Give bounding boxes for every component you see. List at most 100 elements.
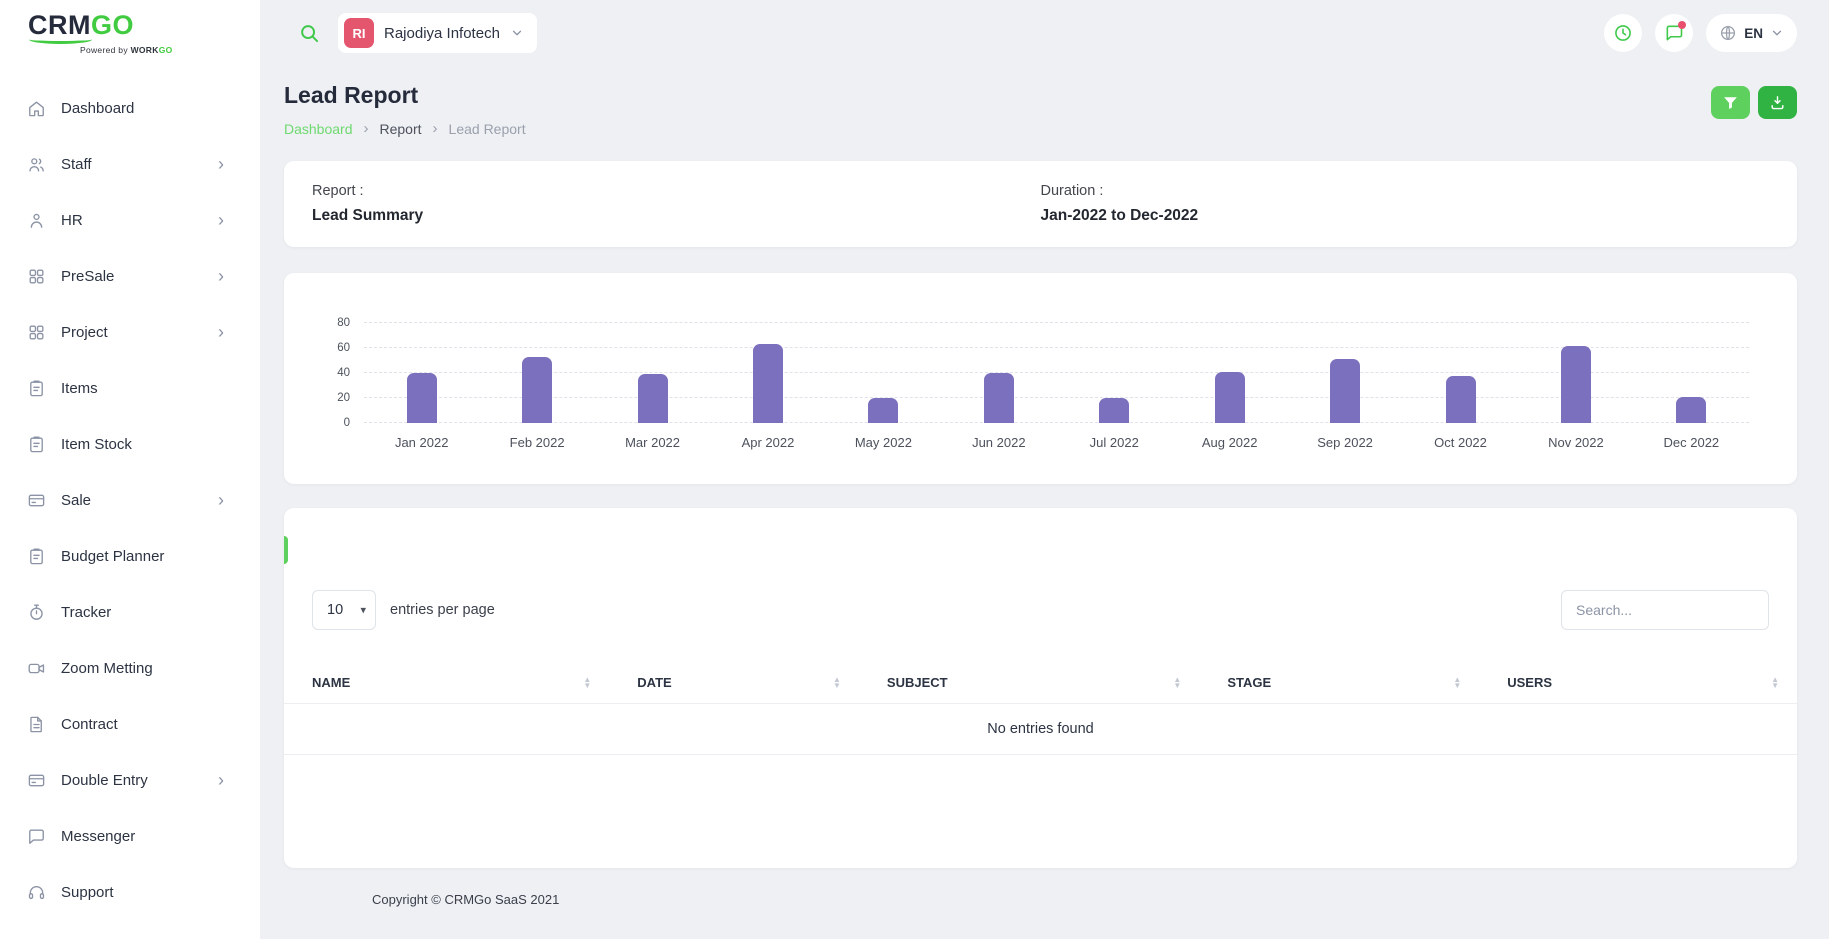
chart-bar-nov-2022[interactable] — [1560, 345, 1591, 423]
breadcrumb-item-dashboard[interactable]: Dashboard — [284, 120, 353, 137]
breadcrumb: Dashboard › Report › Lead Report — [284, 120, 526, 137]
sidebar-item-label: Contract — [61, 715, 118, 733]
chevron-right-icon: › — [218, 490, 224, 510]
main-area: RI Rajodiya Infotech — [260, 0, 1829, 939]
chart-bar-may-2022[interactable] — [868, 398, 899, 423]
notifications-button[interactable] — [1655, 14, 1694, 52]
sidebar-item-sale[interactable]: Sale › — [0, 472, 260, 528]
sidebar-item-tracker[interactable]: Tracker — [0, 584, 260, 640]
chart-bars — [364, 323, 1749, 423]
sidebar-item-dashboard[interactable]: Dashboard — [0, 80, 260, 136]
chat-icon — [27, 827, 46, 846]
grid-icon — [27, 267, 46, 286]
column-header-subject[interactable]: SUBJECT ▲ ▼ — [858, 662, 1200, 704]
download-button[interactable] — [1758, 86, 1797, 119]
sidebar-item-messenger[interactable]: Messenger — [0, 808, 260, 864]
sidebar-item-item-stock[interactable]: Item Stock — [0, 416, 260, 472]
language-label: EN — [1744, 25, 1763, 41]
hr-person-icon — [27, 211, 46, 230]
chart-bar-aug-2022[interactable] — [1214, 371, 1245, 423]
chevron-down-icon — [1770, 26, 1784, 40]
leads-table: NAME ▲ ▼ DATE ▲ ▼ SUBJECT ▲ ▼ STAGE ▲ ▼ USERS ▲ ▼ No e… — [284, 662, 1797, 755]
entries-per-page-label: entries per page — [390, 602, 495, 618]
table-search-input[interactable] — [1561, 590, 1769, 630]
logo-tagline: Powered by WORKGO — [28, 45, 173, 55]
page-content: Lead Report Dashboard › Report › Lead Report — [260, 82, 1829, 907]
tagline-work: WORK — [130, 44, 159, 55]
chart-bar-jul-2022[interactable] — [1099, 398, 1130, 423]
column-header-name[interactable]: NAME ▲ ▼ — [284, 662, 610, 704]
sidebar-item-label: Tracker — [61, 603, 112, 621]
chart-bar-slot — [595, 323, 710, 423]
table-controls: 10 entries per page — [284, 590, 1797, 630]
sidebar-item-support[interactable]: Support — [0, 864, 260, 920]
sidebar-item-zoom-metting[interactable]: Zoom Metting — [0, 640, 260, 696]
chart-gridline — [364, 322, 1749, 323]
sidebar-item-label: Item Stock — [61, 435, 132, 453]
chart-bar-mar-2022[interactable] — [637, 374, 668, 423]
chart-gridline — [364, 372, 1749, 373]
chart-bar-feb-2022[interactable] — [522, 356, 553, 423]
chart-bar-dec-2022[interactable] — [1676, 396, 1707, 423]
chart-bar-slot — [710, 323, 825, 423]
history-button[interactable] — [1604, 14, 1643, 52]
column-header-stage[interactable]: STAGE ▲ ▼ — [1199, 662, 1480, 704]
language-selector[interactable]: EN — [1706, 14, 1797, 52]
leads-table-card: 10 entries per page NAME ▲▼ DATE ▲▼ SUBJECT ▲… — [284, 508, 1797, 868]
column-label: STAGE — [1227, 675, 1272, 690]
chart-bar-slot — [941, 323, 1056, 423]
lead-bar-chart: 0 20 40 60 80 Jan 2022 Feb 2022 Mar 2022 Apr 20… — [326, 317, 1749, 450]
sidebar-item-project[interactable]: Project › — [0, 304, 260, 360]
sidebar-item-label: Zoom Metting — [61, 659, 153, 677]
sidebar-item-budget-planner[interactable]: Budget Planner — [0, 528, 260, 584]
chart-bar-apr-2022[interactable] — [752, 344, 783, 423]
sidebar-item-items[interactable]: Items — [0, 360, 260, 416]
company-selector[interactable]: RI Rajodiya Infotech — [338, 13, 537, 53]
clipboard-icon — [27, 379, 46, 398]
chart-bar-slot — [1518, 323, 1633, 423]
report-label: Report : — [312, 183, 364, 199]
notification-dot — [1678, 21, 1687, 29]
sort-icon[interactable]: ▲ ▼ — [1173, 675, 1182, 690]
sidebar-item-label: HR — [61, 211, 83, 229]
wallet-icon — [27, 491, 46, 510]
chart-bar-sep-2022[interactable] — [1330, 359, 1361, 423]
sidebar-item-label: Messenger — [61, 827, 136, 845]
breadcrumb-item-report[interactable]: Report — [379, 120, 422, 137]
chart-bar-jan-2022[interactable] — [406, 373, 437, 423]
sort-icon[interactable]: ▲ ▼ — [583, 675, 592, 690]
report-summary-card: Report : Lead Summary Duration : Jan-202… — [284, 161, 1797, 247]
chart-y-tick-label: 60 — [337, 342, 350, 354]
chart-bar-slot — [826, 323, 941, 423]
page-actions — [1711, 86, 1797, 119]
page-head: Lead Report Dashboard › Report › Lead Report — [284, 82, 1797, 137]
app-logo[interactable]: CRMGO Powered by WORKGO — [0, 0, 260, 66]
sidebar-item-hr[interactable]: HR › — [0, 192, 260, 248]
sidebar-nav: Dashboard Staff › HR › PreSale › Project › Items I… — [0, 66, 260, 920]
sort-icon[interactable]: ▲ ▼ — [1771, 675, 1779, 690]
chart-bar-oct-2022[interactable] — [1445, 375, 1476, 423]
column-header-date[interactable]: DATE ▲ ▼ — [609, 662, 859, 704]
download-icon — [1769, 94, 1786, 111]
sidebar-item-contract[interactable]: Contract — [0, 696, 260, 752]
sort-icon[interactable]: ▲ ▼ — [833, 675, 841, 690]
filter-button[interactable] — [1711, 86, 1750, 119]
sidebar: CRMGO Powered by WORKGO Dashboard Staff › H… — [0, 0, 260, 939]
sidebar-item-staff[interactable]: Staff › — [0, 136, 260, 192]
entries-per-page-select[interactable]: 10 — [312, 590, 376, 630]
wallet-icon — [27, 771, 46, 790]
sidebar-item-presale[interactable]: PreSale › — [0, 248, 260, 304]
chart-bar-jun-2022[interactable] — [983, 373, 1014, 423]
search-icon[interactable] — [298, 22, 320, 44]
column-header-users[interactable]: USERS ▲ ▼ — [1479, 662, 1797, 704]
headset-icon — [27, 883, 46, 902]
company-name: Rajodiya Infotech — [384, 24, 500, 42]
sidebar-item-label: PreSale — [61, 267, 115, 285]
breadcrumb-separator: › — [432, 120, 438, 137]
globe-icon — [1719, 24, 1737, 42]
sidebar-item-label: Items — [61, 379, 98, 397]
sort-icon[interactable]: ▲ ▼ — [1453, 675, 1462, 690]
chart-x-tick-label: Sep 2022 — [1317, 435, 1373, 450]
chart-bar-slot — [1057, 323, 1172, 423]
sidebar-item-double-entry[interactable]: Double Entry › — [0, 752, 260, 808]
